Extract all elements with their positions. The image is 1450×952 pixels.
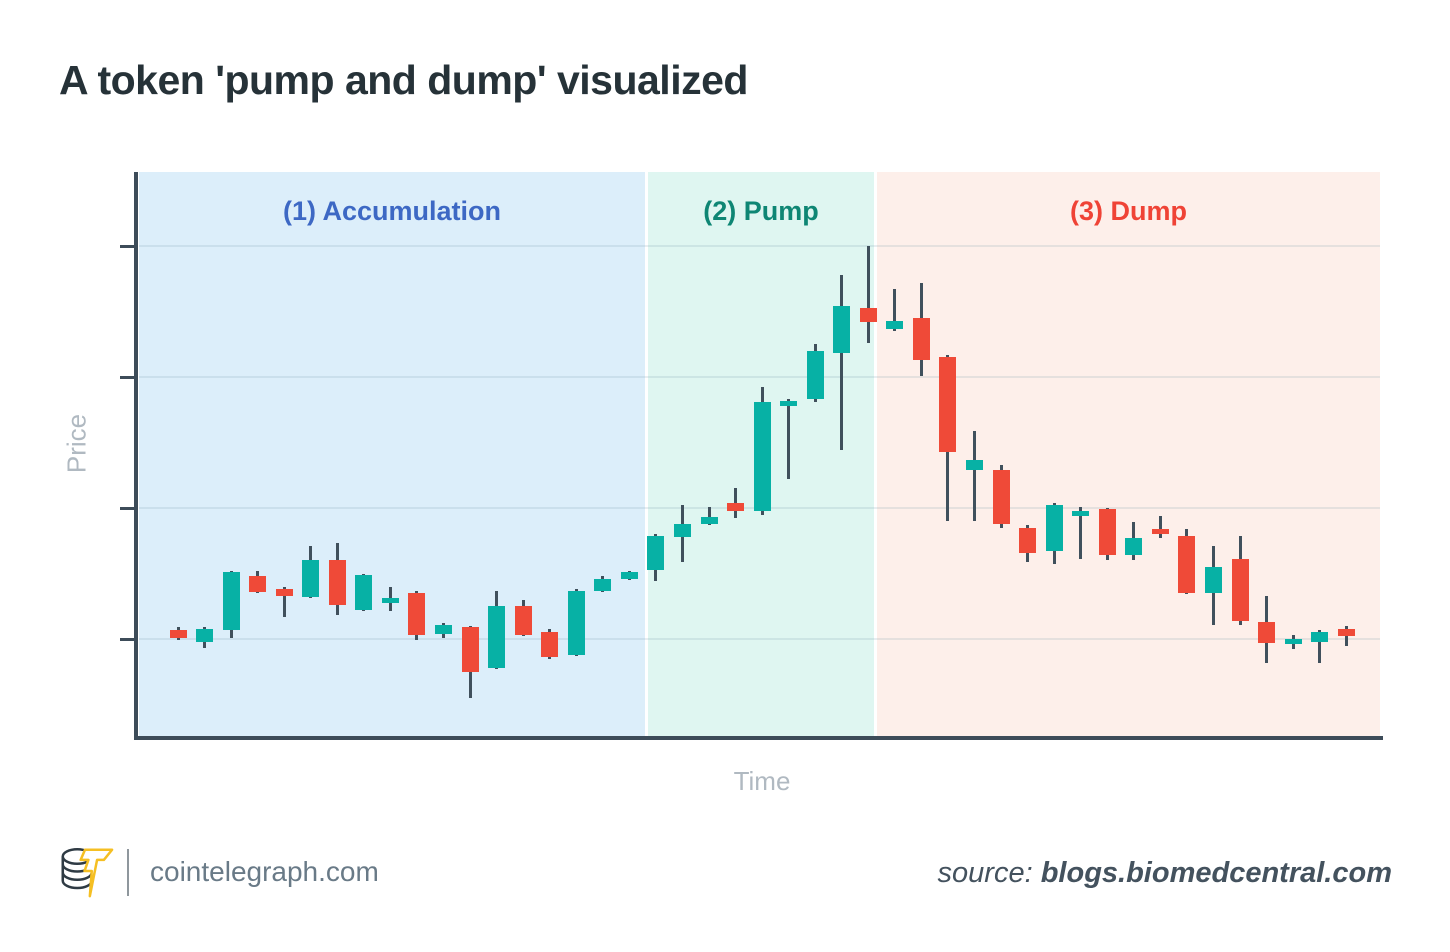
candle-up <box>966 459 983 470</box>
candle-wick <box>1158 515 1162 539</box>
candle-up <box>355 574 373 611</box>
candle-up <box>833 306 851 354</box>
candle-down <box>169 629 187 638</box>
candle-up <box>1204 566 1222 594</box>
candle-down <box>1098 509 1116 556</box>
candle-up <box>753 401 771 511</box>
candle-down <box>1019 527 1037 553</box>
y-axis-tick <box>120 506 135 510</box>
candle-up <box>1125 538 1143 556</box>
candle-up <box>886 320 904 329</box>
x-axis-spine <box>134 736 1383 740</box>
candle-down <box>912 318 930 360</box>
candle-wick <box>282 586 286 617</box>
candle-up <box>673 523 691 537</box>
phase-label-accumulation: (1) Accumulation <box>282 196 502 226</box>
y-axis-title: Price <box>61 413 92 474</box>
cointelegraph-logo-icon <box>61 848 114 898</box>
accumulation-phase-band <box>139 172 645 736</box>
candle-wick <box>973 430 976 522</box>
candle-down <box>408 593 426 636</box>
candle-down <box>461 627 479 672</box>
gridline <box>139 376 1380 378</box>
candle-up <box>567 590 585 655</box>
candle-down <box>541 632 559 658</box>
candle-down <box>275 589 293 596</box>
candle-up <box>488 606 506 668</box>
candle-down <box>992 470 1010 524</box>
candle-wick <box>787 399 791 480</box>
candle-down <box>1258 621 1276 643</box>
candle-up <box>780 400 798 406</box>
candle-down <box>1231 559 1249 621</box>
candle-up <box>1045 505 1063 552</box>
candle-wick <box>1079 506 1083 560</box>
footer-divider <box>127 849 129 896</box>
candle-down <box>859 307 877 322</box>
phase-label-pump: (2) Pump <box>703 196 819 226</box>
candle-down <box>328 560 346 605</box>
lightning-bolt-icon <box>79 848 114 898</box>
y-axis-tick <box>120 637 135 641</box>
candle-up <box>647 535 665 570</box>
candle-up <box>381 598 399 604</box>
footer-source-text: source: blogs.biomedcentral.com <box>938 857 1392 890</box>
gridline <box>139 638 1380 640</box>
candle-up <box>196 628 214 642</box>
candle-down <box>514 606 532 636</box>
candle-up <box>700 517 718 524</box>
candle-up <box>302 560 320 598</box>
candle-up <box>1311 632 1329 642</box>
candle-down <box>1178 535 1196 594</box>
candle-down <box>939 357 957 452</box>
candle-up <box>594 578 612 591</box>
dump-phase-band <box>877 172 1380 736</box>
page-title: A token 'pump and dump' visualized <box>59 57 748 103</box>
y-axis-tick <box>120 375 135 379</box>
x-axis-title: Time <box>733 766 791 796</box>
candle-up <box>1284 639 1302 645</box>
y-axis-spine <box>134 172 138 740</box>
footer-site-text: cointelegraph.com <box>150 856 379 887</box>
candle-up <box>435 624 452 634</box>
source-prefix: source: <box>937 857 1033 889</box>
phase-label-dump: (3) Dump <box>1070 196 1187 226</box>
candle-down <box>727 502 745 511</box>
candle-wick <box>893 289 897 332</box>
candle-up <box>222 572 240 630</box>
candle-wick <box>866 246 870 343</box>
candle-down <box>249 576 267 592</box>
y-axis-tick <box>120 244 135 248</box>
candle-down <box>1151 528 1169 535</box>
gridline <box>139 245 1380 247</box>
candle-up <box>1072 510 1090 516</box>
candle-up <box>806 350 824 400</box>
candle-up <box>620 572 638 579</box>
source-domain: blogs.biomedcentral.com <box>1040 857 1392 889</box>
candle-wick <box>840 274 844 451</box>
candle-wick <box>1318 629 1322 663</box>
candle-down <box>1337 628 1355 637</box>
candle-wick <box>707 506 711 526</box>
